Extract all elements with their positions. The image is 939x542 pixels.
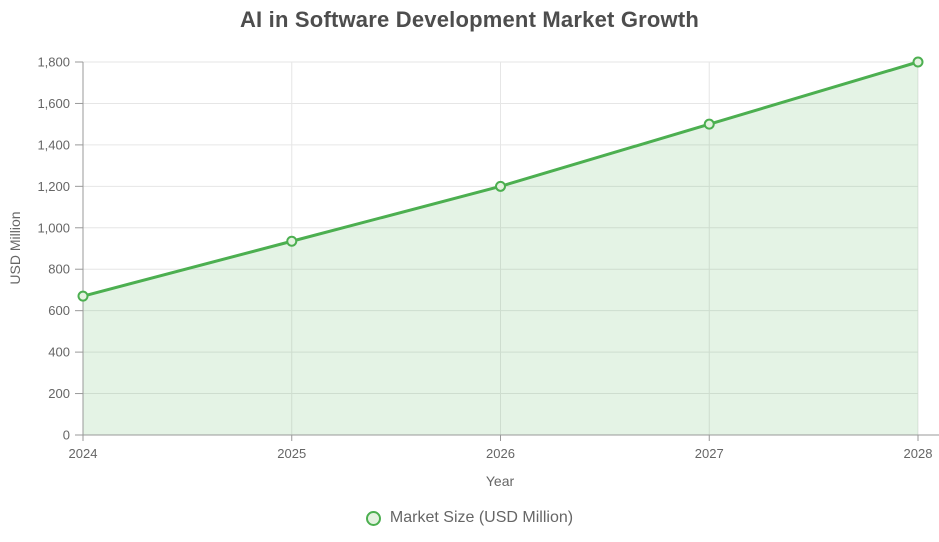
y-tick-label: 1,600 <box>37 96 70 111</box>
x-tick-label: 2025 <box>277 446 306 461</box>
data-point-marker[interactable] <box>286 235 298 247</box>
y-tick-label: 1,400 <box>37 137 70 152</box>
x-tick-label: 2027 <box>695 446 724 461</box>
plot-area: 0 200 400 600 800 1,000 1,200 1,400 1,600 1,800 20… <box>37 55 939 461</box>
x-tick-label: 2024 <box>69 446 98 461</box>
y-tick-label: 0 <box>63 428 70 443</box>
legend-item-market-size[interactable]: Market Size (USD Million) <box>0 509 939 527</box>
chart-title: AI in Software Development Market Growth <box>239 7 700 32</box>
legend-circle-icon <box>365 510 381 526</box>
data-point-marker[interactable] <box>912 56 924 68</box>
x-tick-label: 2026 <box>486 446 515 461</box>
series-area <box>83 62 918 435</box>
data-point-marker[interactable] <box>495 180 506 192</box>
y-tick-label: 600 <box>48 303 70 318</box>
y-axis-title: USD Million <box>7 211 23 285</box>
y-tick-label: 800 <box>48 262 70 277</box>
x-axis-title: Year <box>485 473 515 489</box>
data-point-marker[interactable] <box>77 290 89 302</box>
x-tick-label: 2028 <box>904 446 933 461</box>
y-tick-label: 1,000 <box>37 220 70 235</box>
y-tick-label: 200 <box>48 386 70 401</box>
y-tick-label: 1,800 <box>37 55 70 70</box>
data-point-marker[interactable] <box>703 118 715 130</box>
y-tick-label: 1,200 <box>37 179 70 194</box>
legend-label: Market Size (USD Million) <box>389 509 574 526</box>
y-tick-label: 400 <box>48 345 70 360</box>
